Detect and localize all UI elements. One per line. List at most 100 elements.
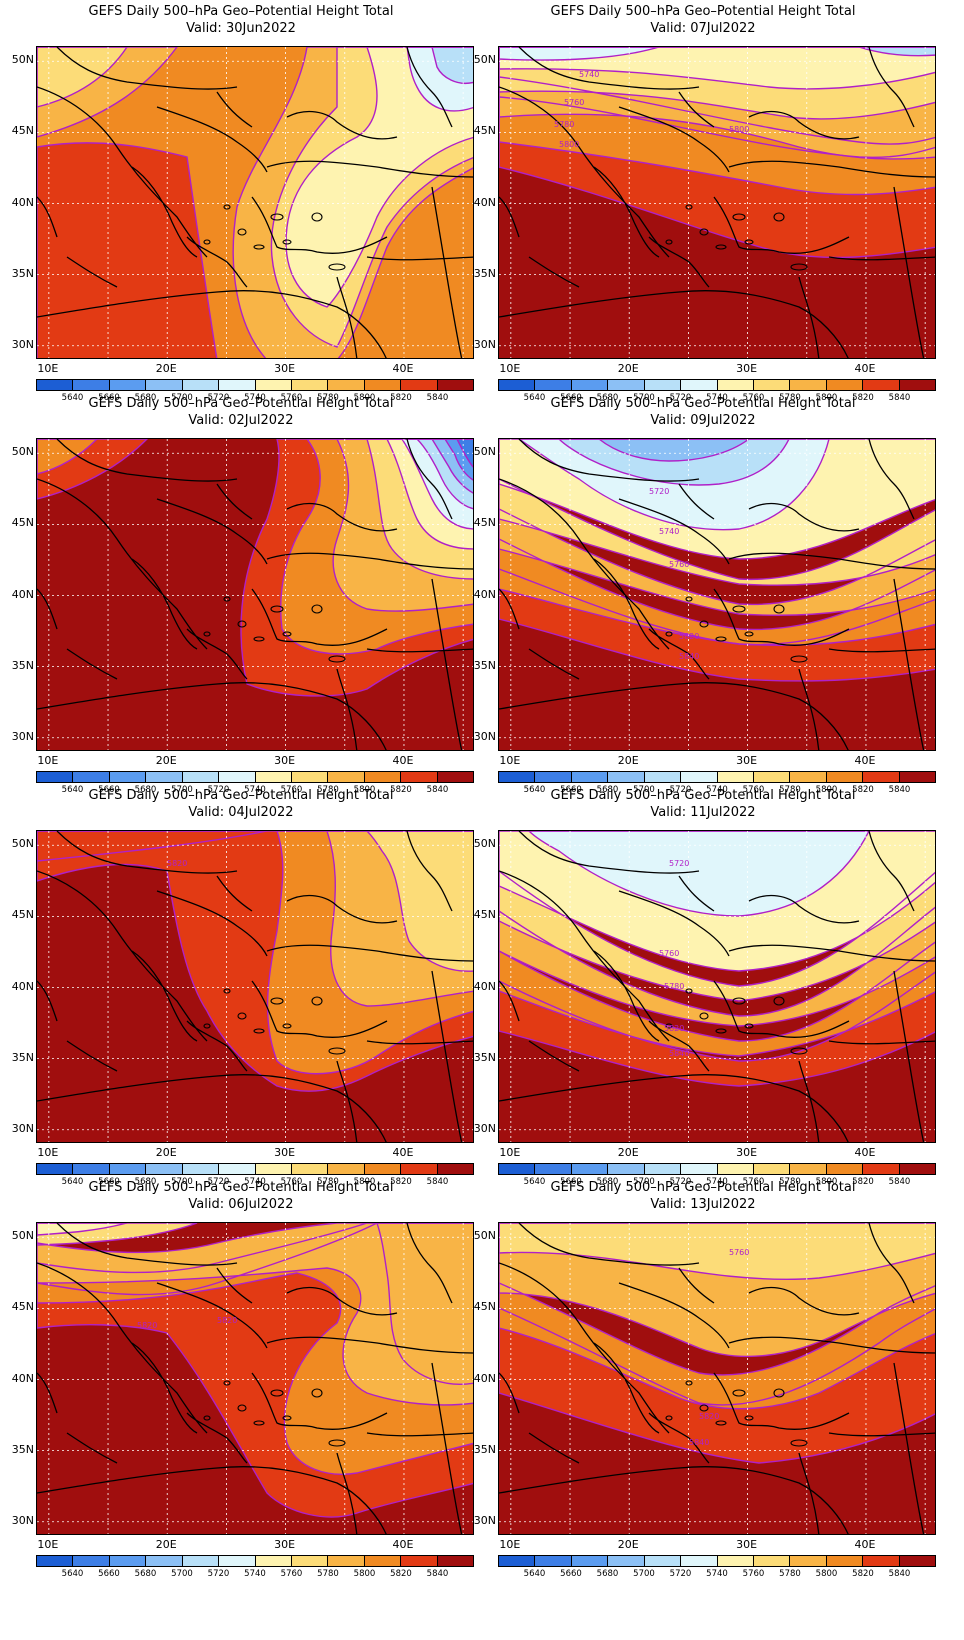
colorbar-swatch [291,1556,329,1566]
coastline [336,668,358,750]
latitude-label: 45N [11,124,34,138]
coastline [499,478,670,650]
colorbar-swatch [535,1556,572,1566]
island-outline [744,1023,754,1029]
contour-label: 5780 [664,982,684,991]
colorbar-level-label: 5840 [426,393,449,403]
coastline [37,1466,387,1534]
colorbar-swatch [328,1164,365,1174]
colorbar-swatch [364,380,402,390]
longitude-label: 20E [617,1146,639,1159]
height-map-svg: 5820 5820 [37,1223,473,1534]
height-contour-line [386,439,473,550]
coastline [216,483,253,520]
height-contour-line [499,47,935,90]
island-outline [744,631,754,637]
coastline [528,256,580,288]
height-contour-line [406,47,473,112]
latitude-label: 35N [11,266,34,280]
coastline [618,1282,730,1349]
colorbar-swatch [182,1164,220,1174]
latitude-label: 40N [11,1371,34,1385]
island-outline [203,631,211,637]
colorbar-swatch [328,772,365,782]
coastline [431,186,463,358]
coastline [131,166,198,258]
colorbar-level-label: 5760 [742,1177,765,1187]
coastline [518,1223,700,1266]
contour-label: 5720 [669,859,689,868]
latitude-label: 35N [473,658,496,672]
colorbar-swatch [899,380,936,390]
coastline [156,498,268,565]
island-outline [237,620,247,628]
coastline [37,682,387,750]
colorbar-level-label: 5640 [523,785,546,795]
coastline [286,502,398,532]
colorbar-swatch [863,1164,900,1174]
coastline [286,1286,398,1316]
latitude-label: 30N [473,1121,496,1135]
colorbar-level-label: 5680 [134,785,157,795]
colorbar-swatch [535,1164,572,1174]
island-outline [665,1023,673,1029]
colorbar [498,771,936,783]
colorbar-swatch [790,1164,827,1174]
longitude-label: 40E [854,754,876,767]
coastline [648,628,710,680]
contour-label: 5820 [664,1024,684,1033]
colorbar-level-label: 5700 [633,1177,655,1187]
colorbar-level-label: 5700 [171,1569,193,1579]
island-outline [665,631,673,637]
longitude-label: 20E [155,1538,177,1551]
colorbar-level-label: 5820 [390,785,412,795]
colorbar-swatch [717,772,754,782]
coastline [868,1223,915,1304]
latitude-label: 30N [11,729,34,743]
colorbar-swatch [608,1556,645,1566]
colorbar-swatch [401,1164,438,1174]
contour-label: 5760 [564,98,584,107]
coastline [186,1020,248,1072]
island-outline [790,655,808,663]
colorbar-level-label: 5780 [779,1569,801,1579]
height-band-fill [499,569,935,681]
colorbar [36,379,474,391]
coastline [37,290,387,358]
colorbar-swatch [499,380,536,390]
island-outline [237,1012,247,1020]
colorbar-level-label: 5700 [633,785,655,795]
height-map [36,46,474,359]
island-outline [253,244,265,250]
coastline [431,578,463,750]
island-outline [715,244,727,250]
coastline [131,558,198,650]
latitude-label: 40N [11,979,34,993]
panel-valid-date: Valid: 09Jul2022 [650,413,756,428]
coastline [336,1060,358,1142]
colorbar-level-label: 5840 [888,393,911,403]
colorbar-level-label: 5660 [560,1569,582,1579]
coastline [728,944,935,962]
longitude-label: 20E [155,362,177,375]
coastline [366,648,473,653]
colorbar-swatch [291,772,329,782]
latitude-label: 50N [11,445,34,459]
island-outline [237,1404,247,1412]
colorbar-swatch [37,1164,74,1174]
coastline [499,196,520,238]
coastline [593,1342,660,1434]
island-outline [223,1380,231,1386]
colorbar-swatch [219,1164,256,1174]
coastline [868,831,915,912]
height-band-fill [37,142,217,358]
coastline [251,196,388,254]
coastline [66,256,118,288]
height-contour-line [499,1223,935,1358]
height-map-svg: 5820 [37,831,473,1142]
colorbar-swatch [571,1164,609,1174]
colorbar-level-label: 5760 [280,1569,303,1579]
colorbar-swatch [364,1164,402,1174]
colorbar-swatch [437,772,474,782]
height-band-fill [529,831,869,916]
